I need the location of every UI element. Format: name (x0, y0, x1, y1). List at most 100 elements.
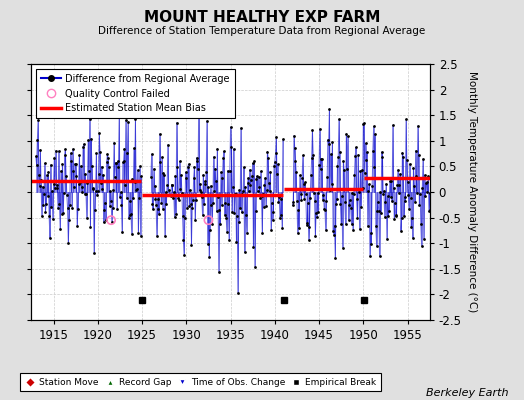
Point (83, 180, 92, 186)
Point (398, 214, 406, 221)
Point (89, 186, 97, 192)
Point (278, 225, 287, 232)
Point (326, 186, 334, 193)
Point (249, 244, 258, 250)
Point (248, 160, 257, 166)
Point (351, 153, 359, 159)
Point (107, 217, 115, 223)
Point (305, 224, 314, 231)
Point (247, 176, 255, 183)
Point (318, 156, 326, 162)
Point (91, 188, 100, 195)
Point (200, 201, 208, 207)
Point (391, 200, 399, 207)
Point (207, 202, 215, 208)
Point (376, 189, 385, 196)
Point (81, 170, 90, 177)
Point (226, 124, 235, 130)
Point (41, 209, 50, 215)
Point (84, 137, 92, 144)
Point (42, 200, 50, 207)
Point (121, 182, 129, 188)
Point (309, 152, 318, 158)
Point (232, 239, 241, 246)
Point (386, 194, 395, 200)
Point (347, 221, 356, 228)
Point (178, 190, 186, 196)
Point (426, 207, 434, 214)
Point (227, 144, 235, 150)
Point (320, 206, 329, 212)
Point (308, 155, 316, 161)
Point (105, 164, 113, 170)
Point (414, 152, 423, 158)
Point (89, 185, 97, 191)
Point (316, 166, 325, 172)
Point (126, 198, 135, 204)
Point (38, 213, 46, 220)
Point (267, 227, 275, 233)
Point (235, 187, 244, 194)
Point (317, 155, 325, 162)
Point (297, 197, 305, 204)
Point (152, 232, 161, 239)
Point (322, 227, 330, 234)
Point (69, 168, 78, 174)
Point (399, 154, 407, 160)
Point (352, 144, 360, 151)
Point (135, 194, 143, 201)
Point (170, 189, 178, 196)
Point (186, 187, 194, 193)
Point (79, 144, 88, 150)
Point (279, 136, 287, 142)
Point (59, 210, 68, 216)
Point (151, 196, 159, 202)
Point (202, 169, 211, 175)
Point (216, 221, 224, 227)
Point (111, 174, 119, 180)
Point (420, 236, 428, 242)
Point (395, 182, 403, 188)
Point (123, 150, 132, 156)
Point (97, 163, 106, 170)
Point (367, 241, 376, 248)
Point (51, 147, 60, 154)
Point (48, 188, 56, 194)
Point (56, 226, 64, 232)
Point (385, 208, 394, 214)
Text: Berkeley Earth: Berkeley Earth (426, 388, 508, 398)
Point (405, 206, 413, 212)
Point (214, 194, 222, 200)
Point (53, 185, 61, 191)
Point (270, 163, 278, 169)
Point (196, 181, 204, 187)
Point (165, 192, 173, 198)
Point (274, 161, 282, 168)
Point (172, 210, 180, 217)
Point (40, 160, 49, 166)
Point (66, 202, 74, 208)
Point (334, 154, 342, 160)
Point (373, 207, 381, 214)
Point (266, 188, 274, 194)
Point (50, 155, 59, 161)
Point (61, 146, 70, 152)
Point (109, 187, 117, 193)
Point (355, 226, 364, 232)
Point (62, 172, 70, 179)
Point (308, 127, 316, 133)
Point (170, 214, 179, 220)
Point (409, 164, 418, 171)
Point (233, 213, 242, 220)
Point (217, 202, 226, 208)
Point (381, 199, 390, 205)
Point (154, 196, 162, 202)
Point (268, 217, 277, 223)
Point (416, 191, 424, 197)
Point (60, 190, 68, 196)
Point (204, 184, 213, 190)
Point (148, 201, 157, 208)
Point (378, 149, 386, 155)
Point (239, 164, 248, 170)
Point (225, 237, 233, 243)
